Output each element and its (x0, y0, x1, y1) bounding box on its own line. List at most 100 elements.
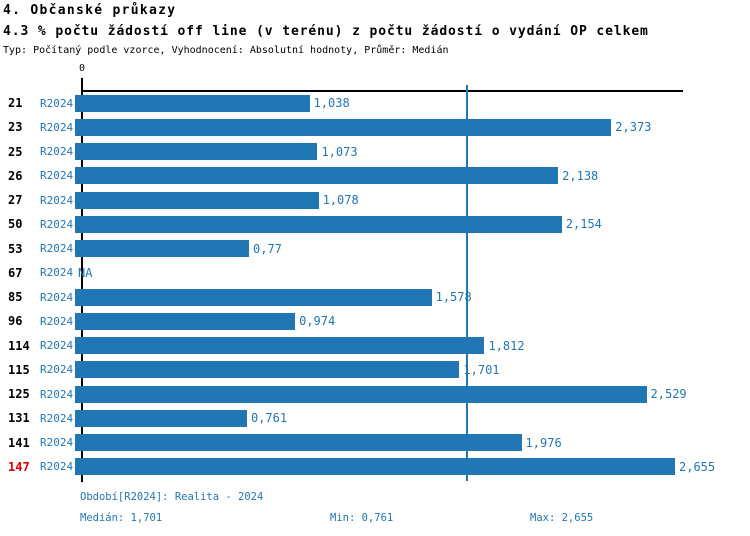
bar-value-label: 1,578 (435, 290, 472, 305)
chart-rows: 21 R2024 1,038 23 R2024 2,373 25 R2024 1,073 26 R2… (0, 91, 750, 479)
bar-track: 2,655 (75, 455, 715, 479)
footer-min: Min: 0,761 (330, 512, 394, 524)
chart-meta: Typ: Počítaný podle vzorce, Vyhodnocení:… (3, 45, 449, 56)
bar-value-label: 2,373 (615, 120, 652, 135)
chart-row: 26 R2024 2,138 (0, 164, 750, 188)
row-category-label: 114 (8, 338, 30, 353)
bar-track: 2,373 (75, 115, 675, 139)
bar-track: 2,138 (75, 164, 675, 188)
row-series-label: R2024 (40, 436, 74, 450)
x-axis-line (82, 90, 683, 92)
row-series-label: R2024 (40, 120, 74, 134)
row-category-label: 23 (8, 120, 23, 135)
row-series-label: R2024 (40, 363, 74, 377)
footer-max: Max: 2,655 (530, 512, 594, 524)
bar-track: 1,073 (75, 140, 675, 164)
chart-title: 4.3 % počtu žádostí off line (v terénu) … (3, 24, 649, 39)
bar-value-label: 1,701 (463, 362, 500, 377)
row-category-label: 85 (8, 290, 23, 305)
row-series-label: R2024 (40, 217, 74, 231)
footer-median: Medián: 1,701 (80, 512, 163, 524)
row-series-label: R2024 (40, 314, 74, 328)
bar-track: 1,976 (75, 431, 675, 455)
row-category-label: 27 (8, 193, 23, 208)
chart-row: 21 R2024 1,038 (0, 91, 750, 115)
bar (75, 288, 432, 306)
row-series-label: R2024 (40, 266, 74, 280)
bar-value-label: 2,655 (679, 459, 716, 474)
bar (75, 337, 485, 355)
bar-track: 0,77 (75, 237, 675, 261)
bar-track: 2,529 (75, 382, 687, 406)
chart-row: 115 R2024 1,701 (0, 358, 750, 382)
row-series-label: R2024 (40, 411, 74, 425)
bar-value-label: 2,138 (562, 168, 599, 183)
row-category-label: 147 (8, 459, 30, 474)
x-axis-zero-tick-label: 0 (78, 63, 86, 74)
row-category-label: 67 (8, 265, 23, 280)
bar-value-label: 1,073 (321, 144, 358, 159)
row-series-label: R2024 (40, 145, 74, 159)
chart-row: 114 R2024 1,812 (0, 334, 750, 358)
chart-row: 53 R2024 0,77 (0, 237, 750, 261)
bar-track: 1,078 (75, 188, 675, 212)
bar (75, 361, 460, 379)
chart-row: 23 R2024 2,373 (0, 115, 750, 139)
row-category-label: 96 (8, 314, 23, 329)
na-value-label: NA (78, 265, 93, 280)
chart-row: 96 R2024 0,974 (0, 309, 750, 333)
chart-row: 25 R2024 1,073 (0, 140, 750, 164)
row-category-label: 21 (8, 96, 23, 111)
bar (75, 167, 559, 185)
bar (75, 385, 647, 403)
bar-value-label: 0,77 (253, 241, 282, 256)
bar (75, 458, 675, 476)
bar-track: 1,812 (75, 334, 675, 358)
bar-value-label: 1,812 (488, 338, 525, 353)
row-category-label: 125 (8, 387, 30, 402)
bar (75, 215, 562, 233)
row-category-label: 25 (8, 144, 23, 159)
bar-value-label: 2,154 (565, 217, 602, 232)
bar-track: 1,038 (75, 91, 675, 115)
bar-track: 2,154 (75, 212, 675, 236)
bar-track: 0,974 (75, 309, 675, 333)
bar (75, 143, 318, 161)
footer-period: Období[R2024]: Realita - 2024 (80, 491, 264, 503)
bar-value-label: 2,529 (650, 387, 687, 402)
bar (75, 434, 522, 452)
bar (75, 312, 296, 330)
row-category-label: 26 (8, 168, 23, 183)
chart-row: 131 R2024 0,761 (0, 406, 750, 430)
bar-track: 1,701 (75, 358, 675, 382)
bar-track: NA (75, 261, 675, 285)
bar (75, 94, 310, 112)
bar (75, 118, 612, 136)
row-series-label: R2024 (40, 339, 74, 353)
page-title: 4. Občanské průkazy (3, 3, 177, 18)
row-series-label: R2024 (40, 193, 74, 207)
bar-value-label: 1,038 (313, 96, 350, 111)
bar (75, 191, 319, 209)
chart-row: 85 R2024 1,578 (0, 285, 750, 309)
bar-value-label: 0,761 (250, 411, 288, 426)
row-series-label: R2024 (40, 242, 74, 256)
row-series-label: R2024 (40, 290, 74, 304)
bar (75, 240, 249, 258)
bar-value-label: 0,974 (299, 314, 336, 329)
row-series-label: R2024 (40, 96, 74, 110)
row-category-label: 141 (8, 435, 30, 450)
row-series-label: R2024 (40, 169, 74, 183)
y-axis-line (81, 78, 83, 482)
chart-row: 27 R2024 1,078 (0, 188, 750, 212)
row-category-label: 131 (8, 411, 30, 426)
chart-row: 125 R2024 2,529 (0, 382, 750, 406)
row-category-label: 115 (8, 362, 30, 377)
row-category-label: 50 (8, 217, 23, 232)
bar (75, 409, 247, 427)
row-series-label: R2024 (40, 387, 74, 401)
bar-value-label: 1,078 (322, 193, 359, 208)
chart-row: 50 R2024 2,154 (0, 212, 750, 236)
row-series-label: R2024 (40, 460, 74, 474)
